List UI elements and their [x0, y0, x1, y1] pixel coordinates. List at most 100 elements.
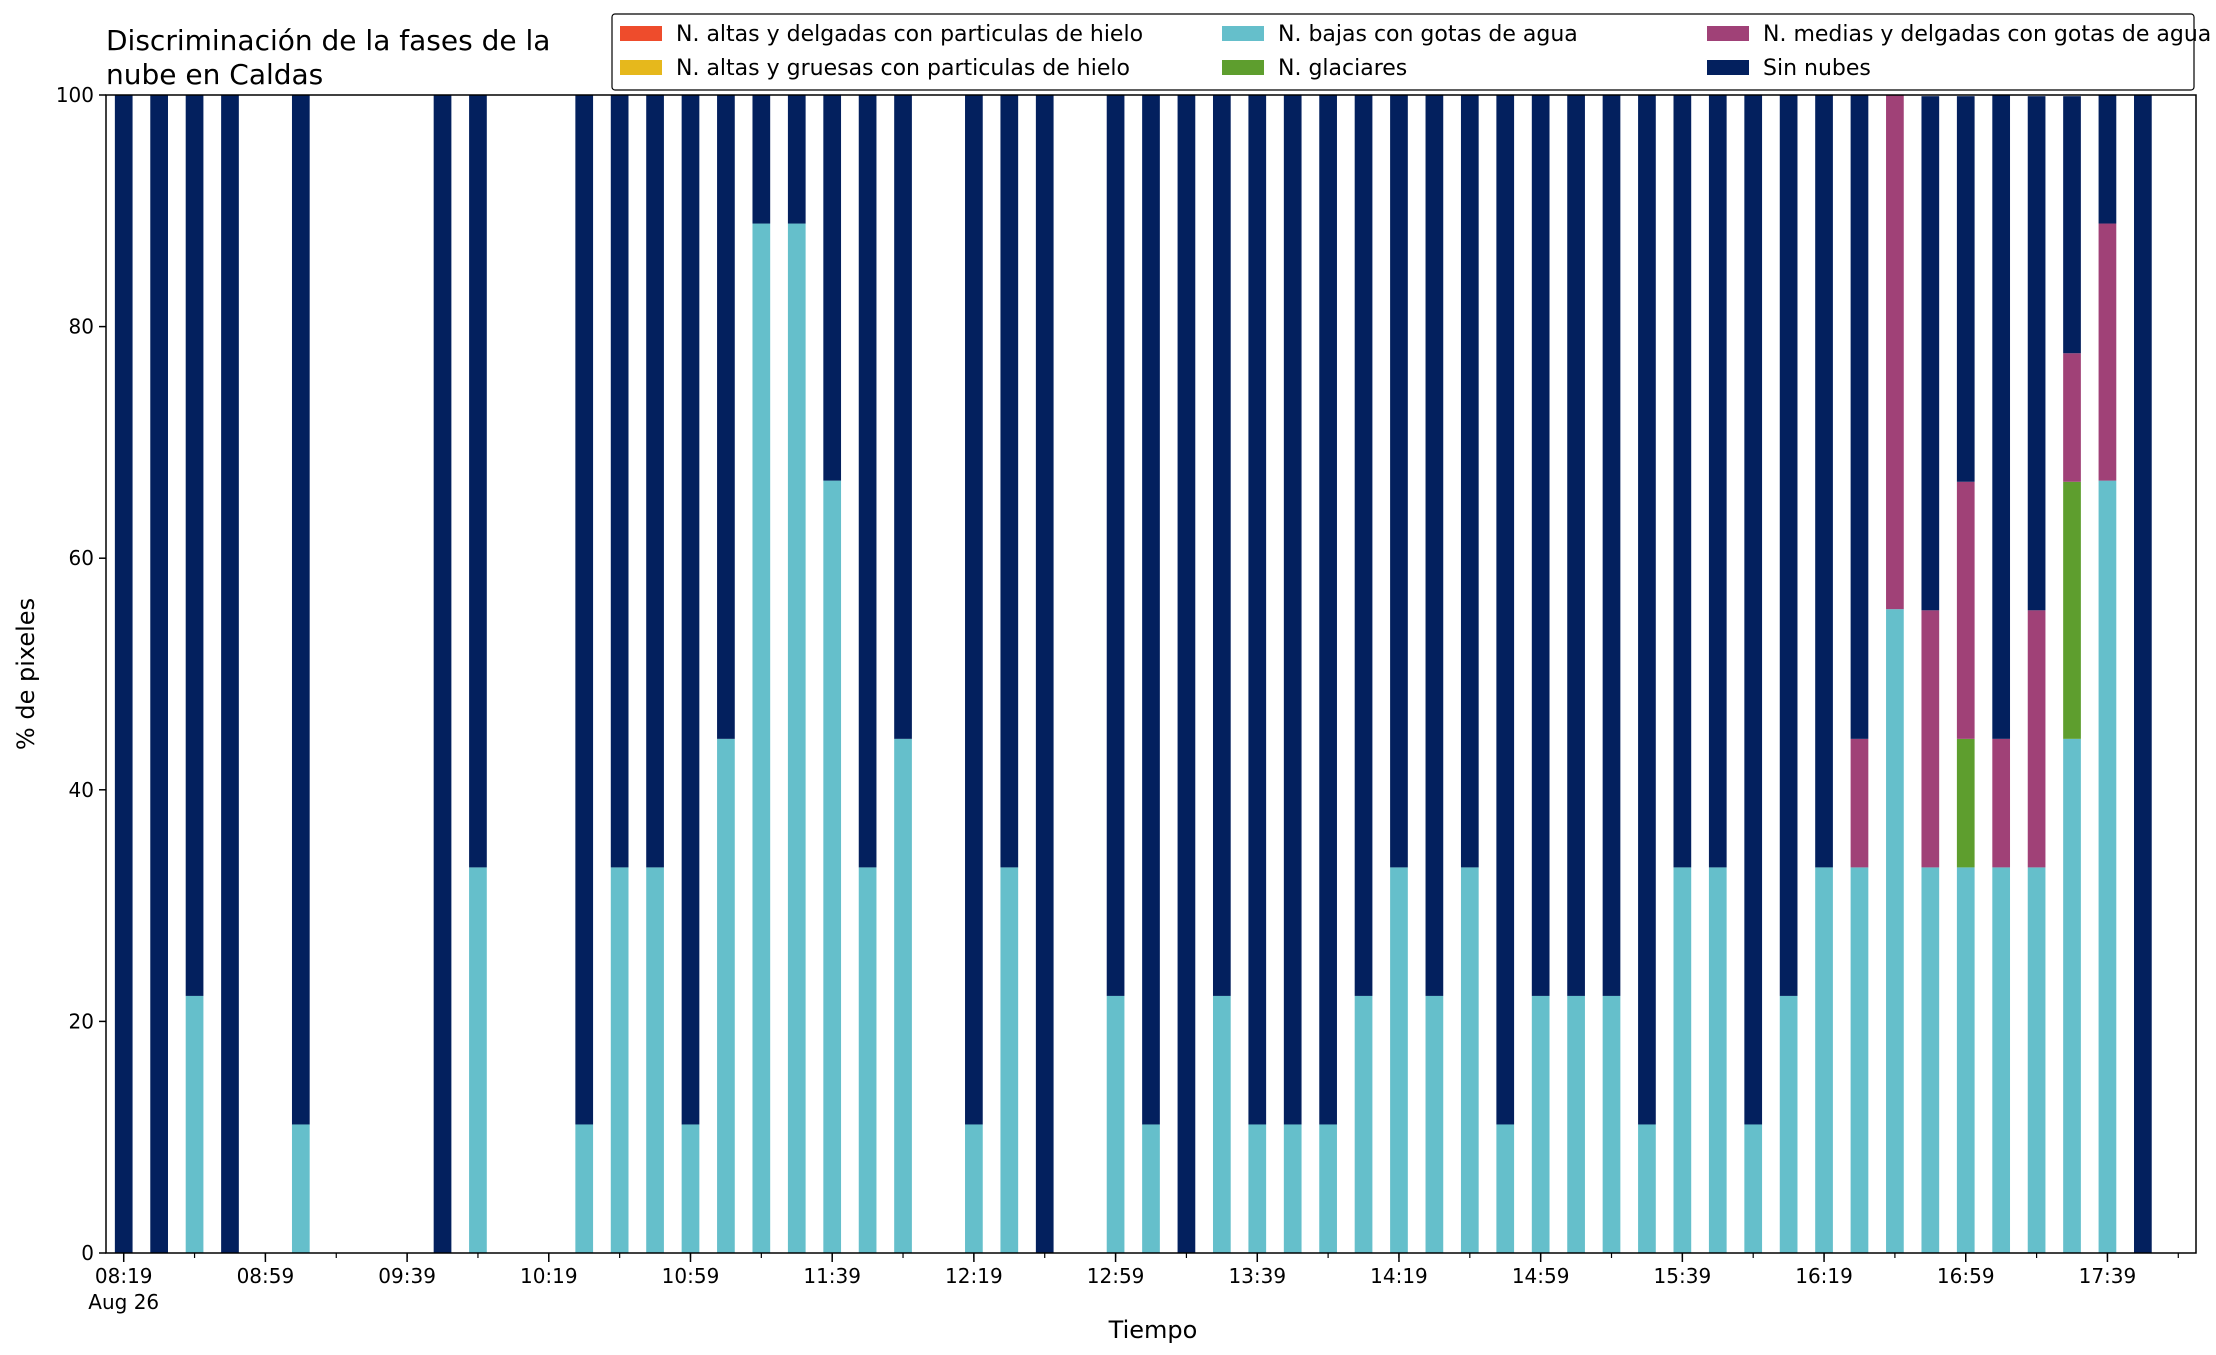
bar-segment-1229-s2	[1000, 867, 1019, 1253]
x-tick-label: 12:19	[945, 1264, 1003, 1288]
legend-label: N. medias y delgadas con gotas de agua	[1763, 22, 2211, 47]
bar-segment-1239-s5	[1035, 95, 1054, 1253]
bar-segment-1459-s2	[1531, 995, 1550, 1253]
bar-segment-1519-s2	[1602, 995, 1621, 1253]
x-tick-label: 13:39	[1228, 1264, 1286, 1288]
bar-segment-1659-s4	[1956, 481, 1975, 739]
bar-segment-1719-s2	[2027, 867, 2046, 1253]
bar-segment-1219-s5	[965, 95, 983, 1125]
legend-label: N. altas y delgadas con particulas de hi…	[676, 22, 1143, 47]
bar-segment-1709-s4	[1992, 738, 2011, 868]
bar-segment-1659-s3	[1956, 738, 1975, 868]
bar-segment-1049-s5	[646, 95, 664, 868]
bar-segment-1039-s2	[610, 867, 629, 1253]
bar-segment-0959-s2	[469, 867, 487, 1253]
bar-segment-1419-s5	[1390, 95, 1408, 868]
bar-segment-1749-s5	[2134, 95, 2152, 1253]
x-tick-label: 10:59	[662, 1264, 720, 1288]
bar-segment-0839-s5	[185, 95, 204, 996]
y-tick-label: 60	[69, 546, 94, 570]
bar-segment-1639-s2	[1886, 609, 1904, 1253]
bar-segment-1709-s2	[1992, 867, 2011, 1253]
x-tick-label: 15:39	[1654, 1264, 1712, 1288]
bar-segment-1539-s2	[1673, 867, 1692, 1253]
bar-segment-0849-s5	[221, 95, 239, 1253]
bar-segment-1139-s5	[823, 95, 842, 481]
y-axis-title: % de pixeles	[12, 598, 40, 750]
bar-segment-1329-s5	[1212, 95, 1231, 996]
bar-segment-1409-s2	[1354, 995, 1373, 1253]
bar-segment-0909-s5	[291, 95, 310, 1125]
bar-segment-0949-s5	[433, 95, 452, 1253]
x-axis-title: Tiempo	[1108, 1316, 1198, 1344]
bar-segment-1609-s5	[1779, 95, 1798, 996]
legend-swatch	[620, 26, 662, 41]
bar-segment-1619-s5	[1815, 95, 1833, 868]
bar-segment-1649-s4	[1921, 610, 1940, 868]
legend-label: Sin nubes	[1763, 56, 1871, 81]
bar-segment-1449-s2	[1496, 1124, 1515, 1253]
legend-swatch	[620, 60, 662, 75]
bar-segment-1309-s2	[1142, 1124, 1160, 1253]
bar-segment-1559-s5	[1744, 95, 1763, 1125]
bar-segment-1729-s4	[2063, 353, 2081, 482]
x-tick-label: 14:19	[1370, 1264, 1428, 1288]
bar-segment-1449-s5	[1496, 95, 1515, 1125]
bar-segment-1159-s5	[894, 95, 912, 739]
bar-segment-1649-s2	[1921, 867, 1940, 1253]
bar-segment-1529-s2	[1638, 1124, 1656, 1253]
bar-segment-1549-s5	[1708, 95, 1727, 868]
bars-layer	[114, 95, 2152, 1253]
bar-segment-1739-s2	[2098, 480, 2117, 1253]
bar-segment-1029-s5	[575, 95, 594, 1125]
bar-segment-1659-s5	[1956, 96, 1975, 482]
x-tick-label: 16:59	[1937, 1264, 1995, 1288]
bar-segment-1439-s5	[1460, 95, 1479, 868]
bar-segment-1339-s2	[1248, 1124, 1267, 1253]
x-tick-label: 10:19	[520, 1264, 578, 1288]
x-tick-label: 09:39	[378, 1264, 436, 1288]
bar-segment-1319-s5	[1177, 95, 1196, 1253]
bar-segment-1539-s5	[1673, 95, 1692, 868]
bar-segment-1359-s5	[1319, 95, 1337, 1125]
x-tick-label: 11:39	[803, 1264, 861, 1288]
chart-title-line-2: nube en Caldas	[106, 58, 323, 91]
y-tick-label: 0	[81, 1241, 94, 1265]
bar-segment-1729-s2	[2063, 738, 2081, 1253]
bar-segment-1059-s5	[681, 95, 700, 1125]
bar-segment-0959-s5	[469, 95, 487, 868]
bar-segment-1109-s5	[717, 95, 735, 739]
bar-segment-1309-s5	[1142, 95, 1160, 1125]
bar-segment-1219-s2	[965, 1124, 983, 1253]
chart-title-line-1: Discriminación de la fases de la	[106, 24, 550, 57]
bar-segment-1649-s5	[1921, 96, 1940, 611]
bar-segment-1109-s2	[717, 738, 735, 1253]
legend: N. altas y delgadas con particulas de hi…	[611, 13, 2211, 91]
bar-segment-1429-s2	[1425, 995, 1444, 1253]
bar-segment-1129-s2	[787, 223, 806, 1253]
bar-segment-1609-s2	[1779, 995, 1798, 1253]
y-tick-label: 100	[56, 83, 94, 107]
x-tick-label: 08:59	[237, 1264, 295, 1288]
bar-segment-1719-s5	[2027, 96, 2046, 611]
bar-segment-1729-s3	[2063, 481, 2081, 739]
bar-segment-1429-s5	[1425, 95, 1444, 996]
y-tick-label: 80	[69, 315, 94, 339]
bar-segment-1349-s2	[1283, 1124, 1302, 1253]
bar-segment-1719-s4	[2027, 610, 2046, 868]
bar-segment-1509-s5	[1567, 95, 1585, 996]
x-tick-label: 08:19	[95, 1264, 153, 1288]
bar-segment-1139-s2	[823, 480, 842, 1253]
bar-segment-1559-s2	[1744, 1124, 1763, 1253]
plot-area-frame	[105, 94, 2197, 1254]
bar-segment-1029-s2	[575, 1124, 594, 1253]
bar-segment-1419-s2	[1390, 867, 1408, 1253]
bar-segment-1439-s2	[1460, 867, 1479, 1253]
chart-title: Discriminación de la fases de la nube en…	[106, 24, 550, 91]
bar-segment-1049-s2	[646, 867, 664, 1253]
bar-segment-1629-s4	[1850, 738, 1869, 868]
bar-segment-1409-s5	[1354, 95, 1373, 996]
bar-segment-1549-s2	[1708, 867, 1727, 1253]
bar-segment-1229-s5	[1000, 95, 1019, 868]
